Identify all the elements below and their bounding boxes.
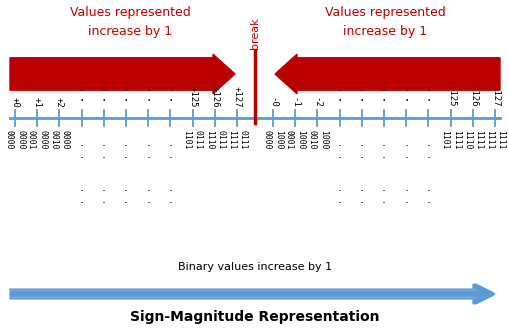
Text: -0: -0 [268, 97, 277, 108]
Text: 0000
0001: 0000 0001 [27, 130, 47, 150]
Text: ·: · [102, 140, 105, 153]
Text: ·: · [359, 152, 363, 165]
Text: 0111
1110: 0111 1110 [204, 130, 224, 150]
Text: 0111
1111: 0111 1111 [227, 130, 247, 150]
Text: -1: -1 [290, 97, 299, 108]
Text: ·: · [124, 94, 128, 108]
Text: +125: +125 [188, 86, 196, 108]
Text: ·: · [168, 84, 172, 98]
Text: ·: · [337, 84, 341, 98]
Text: ·: · [426, 197, 430, 210]
Text: ·: · [79, 185, 83, 198]
Text: ·: · [381, 197, 385, 210]
Text: Values represented
increase by 1: Values represented increase by 1 [324, 6, 444, 38]
Text: ·: · [146, 152, 150, 165]
Text: ·: · [426, 185, 430, 198]
Text: ·: · [146, 185, 150, 198]
Text: ·: · [146, 197, 150, 210]
Text: ·: · [102, 185, 105, 198]
Text: ·: · [146, 84, 150, 98]
Text: 1000
0000: 1000 0000 [262, 130, 282, 150]
Text: -127: -127 [490, 86, 498, 108]
Text: 1111
1111: 1111 1111 [484, 130, 504, 150]
Text: ·: · [79, 84, 83, 98]
Text: ·: · [381, 152, 385, 165]
Text: +1: +1 [33, 97, 42, 108]
Text: ·: · [359, 84, 363, 98]
FancyArrow shape [10, 54, 235, 94]
Text: ·: · [124, 185, 128, 198]
Text: ·: · [337, 197, 341, 210]
Text: ·: · [404, 185, 407, 198]
Text: ·: · [381, 94, 385, 108]
Text: ·: · [146, 94, 150, 108]
Text: ·: · [337, 140, 341, 153]
Text: Binary values increase by 1: Binary values increase by 1 [178, 262, 331, 272]
Text: 1111
1101: 1111 1101 [439, 130, 460, 150]
Text: -2: -2 [313, 97, 321, 108]
Text: +127: +127 [232, 86, 241, 108]
Text: Sign-Magnitude Representation: Sign-Magnitude Representation [130, 310, 379, 324]
Text: ·: · [404, 152, 407, 165]
Text: ·: · [359, 140, 363, 153]
Text: ·: · [124, 84, 128, 98]
Text: ·: · [403, 84, 408, 98]
Text: ·: · [101, 94, 106, 108]
Text: ·: · [168, 197, 172, 210]
Text: ·: · [124, 152, 128, 165]
Text: break: break [249, 17, 260, 49]
Text: ·: · [102, 197, 105, 210]
Text: ·: · [404, 197, 407, 210]
Text: ·: · [79, 152, 83, 165]
Text: ·: · [101, 84, 106, 98]
FancyArrow shape [274, 54, 499, 94]
Text: 0000
0000: 0000 0000 [5, 130, 25, 150]
Text: ·: · [426, 84, 430, 98]
Text: ·: · [168, 140, 172, 153]
Text: 1111
1110: 1111 1110 [462, 130, 482, 150]
FancyArrow shape [10, 284, 494, 304]
Text: ·: · [79, 94, 83, 108]
Text: ·: · [146, 140, 150, 153]
Text: ·: · [359, 197, 363, 210]
Text: ·: · [359, 185, 363, 198]
Text: ·: · [359, 94, 363, 108]
Text: ·: · [337, 185, 341, 198]
Text: ·: · [426, 152, 430, 165]
Text: 1000
0010: 1000 0010 [306, 130, 327, 150]
Text: ·: · [124, 197, 128, 210]
Text: +0: +0 [11, 97, 19, 108]
Text: ·: · [426, 94, 430, 108]
Text: -125: -125 [445, 86, 454, 108]
Text: ·: · [79, 197, 83, 210]
Text: ·: · [79, 140, 83, 153]
Text: ·: · [168, 94, 172, 108]
Text: ·: · [102, 152, 105, 165]
Text: ·: · [337, 152, 341, 165]
Text: 0111
1101: 0111 1101 [182, 130, 203, 150]
Text: 1000
0001: 1000 0001 [285, 130, 305, 150]
Text: 0000
0010: 0000 0010 [49, 130, 70, 150]
Text: +2: +2 [55, 97, 64, 108]
Text: ·: · [381, 140, 385, 153]
Text: ·: · [404, 140, 407, 153]
Text: ·: · [381, 185, 385, 198]
Text: ·: · [403, 94, 408, 108]
Text: +126: +126 [210, 86, 219, 108]
Text: ·: · [337, 94, 341, 108]
Text: ·: · [124, 140, 128, 153]
Text: ·: · [168, 185, 172, 198]
Text: ·: · [426, 140, 430, 153]
Text: -126: -126 [467, 86, 476, 108]
Text: Values represented
increase by 1: Values represented increase by 1 [70, 6, 190, 38]
Text: ·: · [168, 152, 172, 165]
Text: ·: · [381, 84, 385, 98]
